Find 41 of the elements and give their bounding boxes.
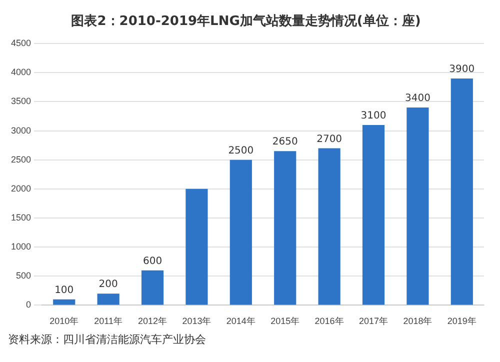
x-tick-label: 2013年 xyxy=(182,316,212,326)
y-tick-label: 2000 xyxy=(10,183,32,194)
y-tick-label: 1000 xyxy=(10,242,32,252)
x-tick-label: 2016年 xyxy=(314,316,344,326)
bar xyxy=(274,151,296,305)
data-label: 200 xyxy=(98,279,118,290)
y-tick-label: 3000 xyxy=(10,125,32,136)
y-tick-label: 2500 xyxy=(10,154,32,164)
data-label: 2650 xyxy=(272,136,298,148)
data-label: 600 xyxy=(142,256,162,267)
x-tick-label: 2017年 xyxy=(358,316,388,326)
text: 资料来源：四川省清洁能源汽车产业协会 xyxy=(8,332,207,347)
bar xyxy=(318,148,340,305)
data-label: 3100 xyxy=(360,110,386,122)
y-tick-label: 3500 xyxy=(10,96,32,106)
bar xyxy=(230,160,252,305)
x-tick-label: 2015年 xyxy=(270,316,300,326)
x-tick-label: 2014年 xyxy=(226,316,256,326)
y-tick-label: 4500 xyxy=(10,38,32,48)
data-label: 3400 xyxy=(404,93,430,104)
x-tick-label: 2010年 xyxy=(50,316,79,326)
data-label: 3900 xyxy=(449,64,475,76)
y-tick-label: 0 xyxy=(26,300,32,310)
data-label: 100 xyxy=(54,284,74,296)
x-tick-label: 2011年 xyxy=(94,316,122,326)
bar xyxy=(97,294,120,305)
bar xyxy=(450,78,473,305)
bar xyxy=(141,270,164,305)
data-label: 2500 xyxy=(228,145,254,156)
y-tick-label: 4000 xyxy=(10,67,32,78)
x-tick-label: 2018年 xyxy=(403,316,432,326)
bar xyxy=(362,124,385,305)
bar xyxy=(186,188,208,305)
bar xyxy=(53,299,76,305)
x-tick-label: 2012年 xyxy=(138,316,168,326)
chart-title: 图表2：2010-2019年LNG加气站数量走势情况(单位：座) xyxy=(71,13,421,30)
bar xyxy=(406,108,429,305)
x-tick-label: 2019年 xyxy=(447,316,476,326)
y-tick-label: 1500 xyxy=(10,212,32,222)
y-tick-label: 500 xyxy=(16,270,32,281)
data-label: 2700 xyxy=(316,134,342,145)
